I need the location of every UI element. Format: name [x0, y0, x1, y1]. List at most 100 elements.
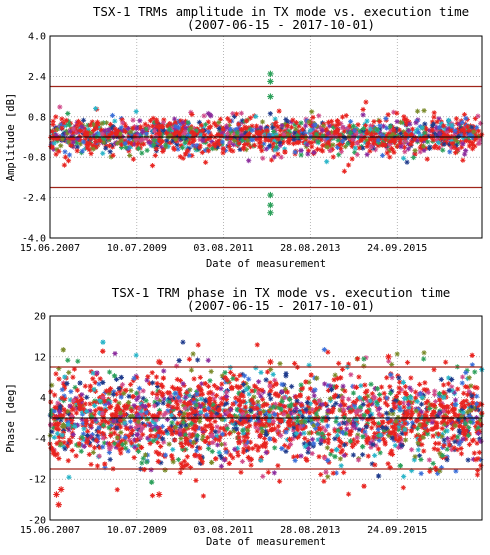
amplitude-outlier-point [267, 70, 274, 78]
amplitude-data-point [435, 140, 441, 146]
phase-data-point [224, 400, 230, 406]
phase-data-point [169, 405, 175, 411]
phase-data-point [474, 440, 480, 446]
phase-data-point [122, 420, 128, 426]
amplitude-data-point [100, 135, 107, 142]
phase-data-point [200, 493, 207, 499]
phase-data-point [113, 444, 119, 450]
amplitude-data-point [250, 137, 256, 143]
phase-data-point [328, 387, 335, 393]
phase-data-point [296, 408, 302, 415]
phase-data-point [408, 387, 415, 393]
phase-data-point [449, 446, 455, 453]
phase-data-point [255, 447, 261, 453]
amplitude-data-point [256, 130, 263, 136]
phase-data-point [174, 376, 180, 383]
amplitude-data-point [216, 141, 222, 147]
amplitude-data-point [201, 113, 207, 119]
phase-data-point [460, 398, 466, 405]
phase-data-point [340, 402, 346, 408]
amplitude-data-point [59, 133, 66, 139]
amplitude-data-point [477, 137, 483, 143]
amplitude-data-point [432, 142, 439, 149]
phase-data-point [185, 425, 191, 431]
amplitude-data-point [133, 108, 139, 115]
amplitude-data-point [466, 139, 473, 145]
amplitude-data-point [458, 125, 464, 132]
phase-data-point [140, 455, 146, 461]
amplitude-outlier-point [267, 201, 274, 209]
phase-data-point [331, 377, 337, 383]
amplitude-data-point [371, 135, 378, 141]
phase-data-point [318, 437, 324, 443]
amplitude-data-point [362, 140, 368, 146]
amplitude-data-point [272, 147, 278, 153]
amplitude-data-point [304, 118, 310, 124]
phase-data-point [369, 400, 375, 406]
phase-data-point [478, 438, 484, 444]
amplitude-data-point [151, 128, 158, 134]
phase-data-point [217, 452, 223, 459]
phase-data-point [281, 382, 287, 388]
phase-data-point [292, 408, 298, 414]
amplitude-data-point [53, 114, 59, 120]
phase-data-point [250, 400, 256, 406]
amplitude-data-point [390, 131, 396, 137]
phase-data-point [177, 431, 183, 437]
phase-data-point [185, 441, 192, 447]
amplitude-data-point [354, 151, 360, 158]
phase-data-point [195, 342, 201, 348]
amplitude-data-point [167, 132, 173, 139]
phase-data-point [70, 407, 76, 413]
amplitude-data-point [128, 129, 134, 135]
phase-data-point [370, 442, 376, 448]
phase-data-point [224, 409, 231, 415]
phase-data-point [424, 408, 430, 414]
amplitude-data-point [384, 133, 390, 139]
phase-y-tick-label: 12 [34, 352, 46, 363]
amplitude-data-point [69, 132, 75, 139]
phase-data-point [425, 389, 431, 396]
phase-data-point [465, 384, 471, 390]
phase-data-point [234, 449, 241, 455]
amplitude-data-point [402, 149, 408, 155]
phase-data-point [260, 408, 267, 414]
amplitude-data-point [441, 123, 447, 129]
amplitude-data-point [410, 154, 417, 161]
phase-data-point [118, 438, 125, 444]
phase-data-point [299, 386, 305, 392]
phase-data-point [155, 425, 161, 431]
phase-data-point [364, 421, 371, 427]
amplitude-data-point [414, 137, 420, 143]
phase-data-point [285, 413, 291, 419]
phase-data-point [391, 433, 398, 439]
amplitude-data-point [216, 119, 222, 126]
phase-data-point [90, 370, 96, 376]
amplitude-data-point [354, 140, 360, 146]
phase-data-point [57, 403, 63, 409]
phase-data-point [395, 444, 402, 451]
phase-data-point [438, 465, 445, 471]
phase-data-point [135, 394, 141, 400]
phase-data-point [459, 374, 466, 380]
phase-data-point [72, 384, 78, 391]
phase-data-point [168, 393, 174, 399]
amplitude-data-point [198, 132, 204, 138]
phase-data-point [371, 436, 377, 442]
phase-data-point [363, 355, 369, 361]
phase-data-point [401, 473, 407, 480]
phase-data-point [325, 349, 331, 355]
phase-data-point [378, 432, 384, 438]
phase-data-point [229, 418, 235, 424]
phase-data-point [137, 435, 144, 441]
phase-data-point [213, 456, 219, 462]
phase-data-point [340, 407, 347, 413]
phase-data-point [227, 431, 233, 437]
phase-data-point [372, 452, 378, 459]
phase-data-point [294, 453, 301, 459]
phase-data-point [446, 387, 452, 394]
amplitude-data-point [340, 125, 346, 131]
amplitude-data-point [467, 132, 473, 138]
phase-data-point [371, 393, 377, 400]
phase-data-point [321, 478, 327, 484]
